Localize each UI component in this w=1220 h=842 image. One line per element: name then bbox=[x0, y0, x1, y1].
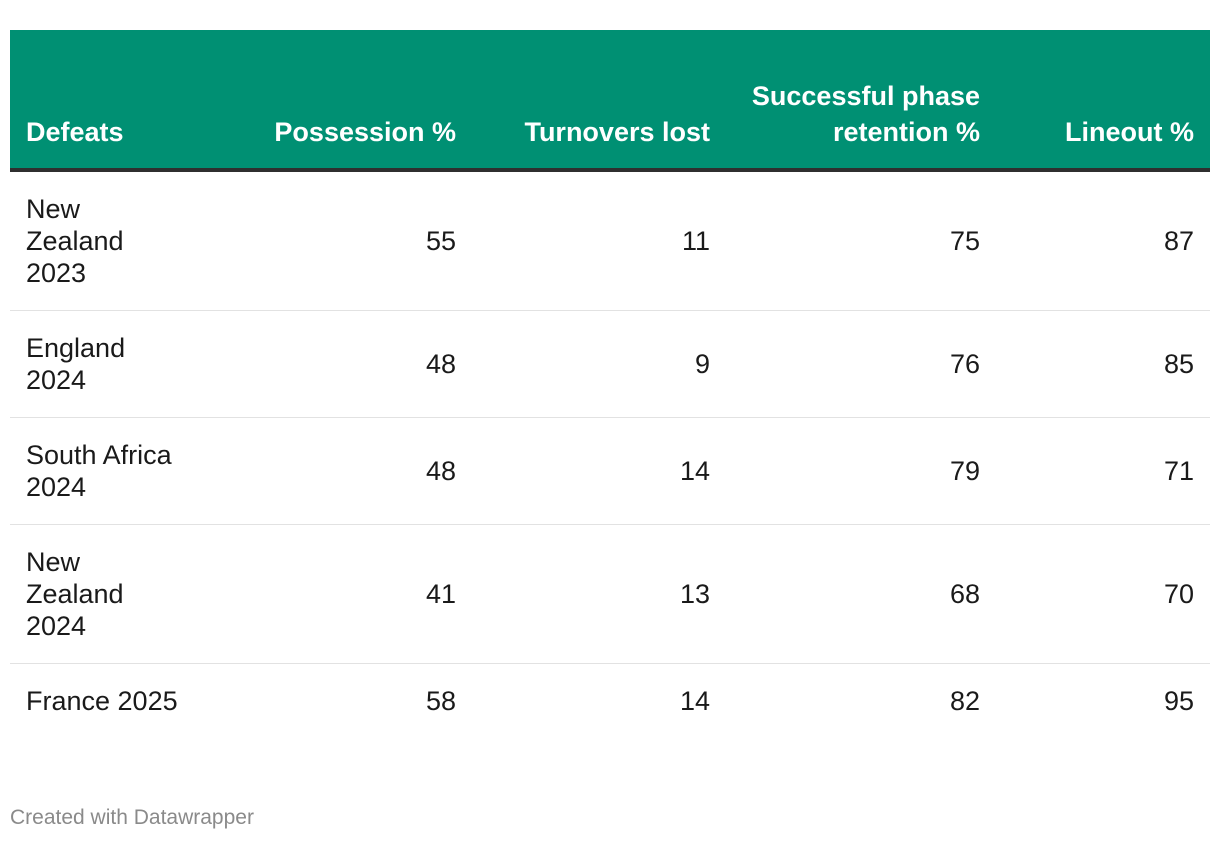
cell-turnovers-lost: 14 bbox=[472, 417, 726, 525]
datawrapper-credit: Created with Datawrapper bbox=[10, 806, 254, 829]
table-row: New Zealand 2023 55 11 75 87 bbox=[10, 170, 1210, 311]
cell-lineout: 85 bbox=[996, 310, 1210, 418]
table-row: France 2025 58 14 82 95 bbox=[10, 664, 1210, 739]
table-header: Defeats Possession % Turnovers lost Succ… bbox=[10, 30, 1210, 172]
cell-lineout: 95 bbox=[1163, 686, 1194, 716]
cell-turnovers-lost: 13 bbox=[472, 524, 726, 664]
column-header-lineout[interactable]: Lineout % bbox=[996, 30, 1210, 172]
cell-possession: 41 bbox=[194, 524, 472, 664]
table-row: New Zealand 2024 41 13 68 70 bbox=[10, 524, 1210, 664]
cell-phase-retention: 82 bbox=[949, 686, 980, 716]
table-row: England 2024 48 9 76 85 bbox=[10, 310, 1210, 418]
cell-possession: 48 bbox=[194, 310, 472, 418]
column-header-possession[interactable]: Possession % bbox=[194, 30, 472, 172]
cell-possession: 58 bbox=[425, 686, 456, 716]
cell-phase-retention: 68 bbox=[726, 524, 996, 664]
cell-possession: 48 bbox=[194, 417, 472, 525]
table-row: South Africa 2024 48 14 79 71 bbox=[10, 417, 1210, 525]
column-header-turnovers-lost[interactable]: Turnovers lost bbox=[472, 30, 726, 172]
cell-turnovers-lost: 14 bbox=[679, 686, 710, 716]
row-label: South Africa 2024 bbox=[10, 417, 194, 525]
cell-lineout: 87 bbox=[996, 170, 1210, 311]
cell-phase-retention: 79 bbox=[726, 417, 996, 525]
cell-lineout: 71 bbox=[996, 417, 1210, 525]
cell-possession: 55 bbox=[194, 170, 472, 311]
cell-phase-retention: 75 bbox=[726, 170, 996, 311]
header-row: Defeats Possession % Turnovers lost Succ… bbox=[10, 30, 1210, 172]
row-label: France 2025 bbox=[26, 686, 178, 716]
column-header-defeats[interactable]: Defeats bbox=[10, 30, 194, 172]
defeats-table: Defeats Possession % Turnovers lost Succ… bbox=[10, 30, 1210, 738]
cell-turnovers-lost: 11 bbox=[472, 170, 726, 311]
cell-lineout: 70 bbox=[996, 524, 1210, 664]
row-label: England 2024 bbox=[10, 310, 194, 418]
cell-turnovers-lost: 9 bbox=[472, 310, 726, 418]
data-table-container: Defeats Possession % Turnovers lost Succ… bbox=[10, 30, 1210, 738]
cell-phase-retention: 76 bbox=[726, 310, 996, 418]
row-label: New Zealand 2024 bbox=[10, 524, 194, 664]
column-header-phase-retention[interactable]: Successful phase retention % bbox=[726, 30, 996, 172]
table-body: New Zealand 2023 55 11 75 87 England 202… bbox=[10, 170, 1210, 738]
row-label: New Zealand 2023 bbox=[10, 170, 194, 311]
